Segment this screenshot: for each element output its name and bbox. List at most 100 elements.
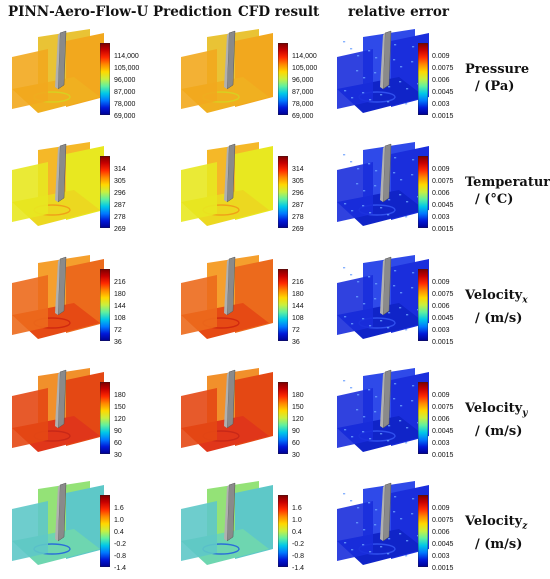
err-velocity_y-tick-label: 0.009: [432, 392, 450, 399]
err-temperature-tick-label: 0.003: [432, 214, 450, 221]
err-pressure-tick-label: 0.0075: [432, 65, 454, 72]
pred-temperature-tick-label: 269: [114, 226, 126, 233]
cfd-velocity_y-tick-label: 180: [292, 392, 304, 399]
cfd-velocity_z-tick-label: -1.4: [292, 565, 305, 572]
cfd-velocity_x-tick-label: 180: [292, 291, 304, 298]
cfd-pressure-colorbar: [277, 42, 289, 116]
pred-velocity_y-tick-label: 180: [114, 392, 126, 399]
pred-pressure-tick-label: 105,000: [114, 65, 140, 72]
cfd-temperature-tick-label: 296: [292, 190, 304, 197]
cfd-velocity_y-tick-label: 30: [292, 452, 300, 459]
pred-velocity_x-tick-label: 144: [114, 303, 126, 310]
pred-velocity_z-tick-label: 1.0: [114, 517, 124, 524]
pred-velocity_z-tick-label: -0.8: [114, 553, 127, 560]
cfd-temperature-tick-label: 305: [292, 178, 304, 185]
err-velocity_y-tick-label: 0.0045: [432, 428, 454, 435]
pred-velocity_z-tick-label: 0.4: [114, 529, 124, 536]
row-label-pressure: Pressure / (Pa): [465, 61, 529, 95]
row-label-name: Velocityz: [465, 513, 527, 536]
err-velocity_x-tick-label: 0.0015: [432, 339, 454, 346]
cfd-panel-temperature: [177, 140, 307, 236]
pred-pressure-colorbar: [99, 42, 111, 116]
pred-temperature-tick-label: 314: [114, 166, 126, 173]
cfd-pressure-tick-label: 114,000: [292, 53, 317, 60]
err-velocity_x-colorbar: [417, 268, 429, 342]
quantity-name: Velocity: [465, 288, 523, 303]
err-velocity_z-tick-label: 0.0045: [432, 541, 454, 548]
pred-velocity_z-tick-label: -0.2: [114, 541, 127, 548]
err-velocity_y-tick-label: 0.006: [432, 416, 450, 423]
error-panel-velocity_z: [333, 479, 463, 575]
cfd-velocity_y-tick-label: 150: [292, 404, 304, 411]
err-velocity_y-colorbar: [417, 381, 429, 455]
error-panel-velocity_x: [333, 253, 463, 349]
error-panel-pressure: [333, 27, 463, 123]
cfd-velocity_x-tick-label: 72: [292, 327, 300, 334]
err-pressure-tick-label: 0.009: [432, 53, 450, 60]
cfd-velocity_y-tick-label: 120: [292, 416, 304, 423]
err-pressure-colorbar: [417, 42, 429, 116]
row-label-velocity_x: Velocityx / (m/s): [465, 287, 528, 327]
column-title-cfd: CFD result: [238, 4, 320, 20]
cfd-velocity_y-tick-label: 90: [292, 428, 300, 435]
pred-pressure-tick-label: 96,000: [114, 77, 136, 84]
cfd-panel-pressure: [177, 27, 307, 123]
err-velocity_x-tick-label: 0.006: [432, 303, 450, 310]
error-panel-temperature: [333, 140, 463, 236]
pred-velocity_z-colorbar: [99, 494, 111, 568]
row-label-unit: / (m/s): [475, 423, 523, 439]
cfd-temperature-tick-label: 314: [292, 166, 304, 173]
row-label-unit: / (m/s): [475, 536, 523, 552]
quantity-name: Velocity: [465, 401, 523, 416]
err-velocity_z-tick-label: 0.006: [432, 529, 450, 536]
cfd-velocity_z-tick-label: -0.2: [292, 541, 305, 548]
cfd-velocity_x-tick-label: 216: [292, 279, 304, 286]
pred-velocity_z-tick-label: -1.4: [114, 565, 127, 572]
pred-temperature-tick-label: 305: [114, 178, 126, 185]
err-pressure-tick-label: 0.006: [432, 77, 450, 84]
err-velocity_x-tick-label: 0.0045: [432, 315, 454, 322]
row-label-velocity_z: Velocityz / (m/s): [465, 513, 527, 553]
error-panel-velocity_y: [333, 366, 463, 462]
quantity-name: Velocity: [465, 514, 523, 529]
err-velocity_z-tick-label: 0.0075: [432, 517, 454, 524]
row-label-name: Velocityx: [465, 287, 528, 310]
cfd-velocity_z-tick-label: 1.6: [292, 505, 302, 512]
prediction-panel-temperature: [8, 140, 138, 236]
err-pressure-tick-label: 0.0045: [432, 89, 454, 96]
pred-pressure-tick-label: 78,000: [114, 101, 136, 108]
cfd-temperature-colorbar: [277, 155, 289, 229]
err-velocity_z-colorbar: [417, 494, 429, 568]
cfd-temperature-tick-label: 278: [292, 214, 304, 221]
cfd-temperature-tick-label: 269: [292, 226, 304, 233]
row-label-unit: / (Pa): [475, 79, 515, 94]
pred-temperature-tick-label: 296: [114, 190, 126, 197]
cfd-panel-velocity_x: [177, 253, 307, 349]
row-label-unit: / (°C): [475, 192, 514, 207]
cfd-pressure-tick-label: 105,000: [292, 65, 318, 72]
row-label-name: Velocityy: [465, 400, 527, 423]
err-velocity_z-tick-label: 0.003: [432, 553, 450, 560]
prediction-panel-velocity_x: [8, 253, 138, 349]
pred-velocity_x-tick-label: 72: [114, 327, 122, 334]
cfd-velocity_z-colorbar: [277, 494, 289, 568]
err-velocity_x-tick-label: 0.009: [432, 279, 450, 286]
pred-temperature-tick-label: 287: [114, 202, 126, 209]
pred-velocity_y-colorbar: [99, 381, 111, 455]
pred-velocity_x-tick-label: 108: [114, 315, 126, 322]
quantity-subscript: z: [522, 521, 528, 532]
pred-pressure-tick-label: 87,000: [114, 89, 136, 96]
row-label-name: Temperature: [465, 174, 550, 191]
row-label-temperature: Temperature / (°C): [465, 174, 550, 208]
err-temperature-tick-label: 0.006: [432, 190, 450, 197]
row-label-unit: / (m/s): [475, 310, 523, 326]
quantity-name: Temperature: [465, 175, 550, 190]
pred-pressure-tick-label: 69,000: [114, 113, 136, 120]
err-velocity_x-tick-label: 0.0075: [432, 291, 454, 298]
quantity-subscript: y: [522, 408, 528, 419]
prediction-panel-velocity_z: [8, 479, 138, 575]
prediction-panel-pressure: [8, 27, 138, 123]
pred-velocity_x-tick-label: 36: [114, 339, 122, 346]
cfd-velocity_x-colorbar: [277, 268, 289, 342]
quantity-subscript: x: [522, 295, 528, 306]
